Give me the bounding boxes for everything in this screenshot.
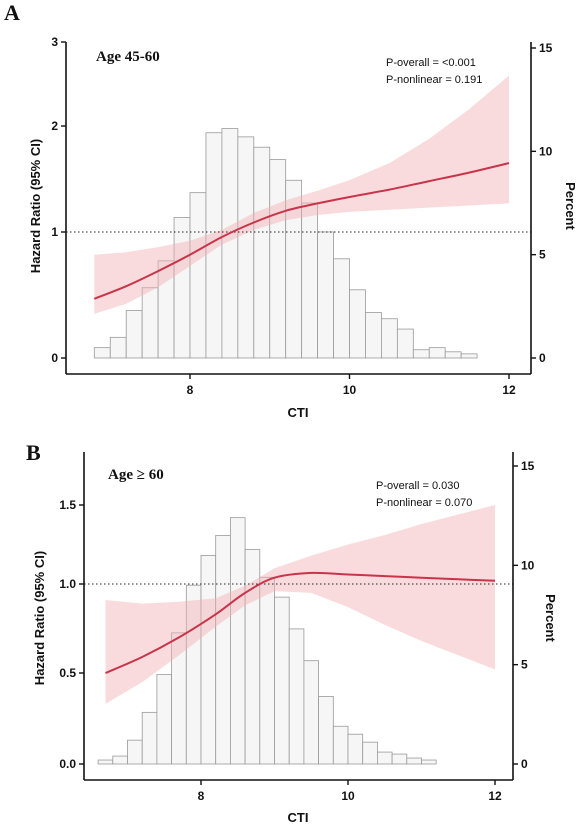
histogram-bar: [332, 725, 349, 765]
histogram-bar: [362, 741, 378, 765]
histogram-bar: [318, 696, 334, 765]
y-tick-label: 0.5: [59, 666, 76, 680]
y2-tick-label: 15: [539, 41, 553, 55]
histogram-bar: [141, 711, 158, 765]
panel-letter: A: [4, 0, 20, 25]
x-tick-label: 12: [502, 383, 516, 397]
y-tick-label: 2: [51, 119, 58, 133]
p-value-annotation: P-nonlinear = 0.070: [376, 497, 472, 509]
x-tick-label: 8: [198, 789, 205, 803]
y-tick-label: 1.0: [59, 577, 76, 591]
p-value-annotation: P-overall = <0.001: [386, 57, 476, 69]
histogram-bar: [460, 353, 478, 359]
histogram-bar: [156, 674, 172, 765]
histogram-bar: [444, 351, 462, 359]
y2-tick-label: 0: [539, 351, 546, 365]
confidence-band: [94, 75, 510, 314]
histogram-bar: [97, 759, 114, 765]
histogram-bar: [127, 739, 143, 765]
histogram: [97, 517, 437, 765]
histogram-bar: [215, 535, 231, 765]
histogram-bar: [288, 628, 305, 765]
y2-axis-label: Percent: [563, 182, 578, 230]
x-tick-label: 10: [343, 383, 357, 397]
x-tick-label: 10: [341, 789, 355, 803]
histogram-bar: [406, 757, 422, 765]
y2-tick-label: 5: [521, 658, 528, 672]
histogram-bar: [269, 159, 287, 359]
histogram-bar: [274, 596, 290, 765]
histogram-bar: [396, 328, 414, 359]
confidence-band: [105, 505, 495, 704]
histogram-bar: [125, 310, 143, 359]
panel-title: Age ≥ 60: [108, 467, 164, 483]
x-axis-label: CTI: [288, 810, 309, 825]
histogram-bar: [229, 517, 246, 765]
histogram: [93, 128, 478, 359]
histogram-bar: [253, 146, 271, 359]
histogram-bar: [237, 136, 255, 359]
y2-tick-label: 10: [521, 558, 535, 572]
histogram-bar: [347, 733, 364, 765]
hazard-ratio-curve: [93, 162, 510, 300]
y2-axis-label: Percent: [543, 594, 558, 642]
histogram-bar: [189, 192, 207, 359]
histogram-bar: [301, 202, 318, 359]
histogram-bar: [173, 217, 191, 359]
histogram-bar: [421, 759, 437, 765]
histogram-bar: [365, 312, 382, 359]
y-axis-label: Hazard Ratio (95% CI): [28, 139, 43, 273]
histogram-bar: [333, 258, 350, 359]
y-tick-label: 3: [51, 35, 58, 49]
panel-letter: B: [26, 440, 41, 465]
panel-b: 0.0 0.5 1.0 1.5 0 5 10 15 8 10 12 B Age ≥ 60 P-overal…: [26, 440, 558, 825]
x-tick-label: 12: [488, 789, 502, 803]
p-value-annotation: P-nonlinear = 0.191: [386, 74, 482, 86]
hazard-ratio-curve: [105, 571, 496, 674]
histogram-bar: [259, 576, 275, 765]
y-tick-label: 0.0: [59, 757, 76, 771]
histogram-bar: [376, 751, 393, 765]
histogram-bar: [391, 753, 408, 765]
y2-tick-label: 5: [539, 248, 546, 262]
y2-tick-label: 0: [521, 757, 528, 771]
histogram-bar: [349, 289, 366, 359]
histogram-bar: [428, 347, 446, 359]
y2-tick-label: 10: [539, 144, 553, 158]
histogram-bar: [200, 555, 217, 765]
histogram-bar: [412, 349, 430, 359]
histogram-bar: [380, 318, 398, 359]
histogram-bar: [109, 336, 127, 359]
p-value-annotation: P-overall = 0.030: [376, 480, 459, 492]
y-tick-label: 0: [51, 351, 58, 365]
histogram-bar: [303, 660, 319, 765]
histogram-bar: [112, 755, 128, 765]
histogram-bar: [141, 287, 159, 359]
histogram-bar: [93, 347, 111, 359]
panel-title: Age 45-60: [96, 49, 160, 65]
y-axis-label: Hazard Ratio (95% CI): [32, 551, 47, 685]
histogram-bar: [317, 231, 334, 359]
y-tick-label: 1: [51, 225, 58, 239]
x-tick-label: 8: [187, 383, 194, 397]
y2-tick-label: 15: [521, 459, 535, 473]
y-tick-label: 1.5: [59, 498, 76, 512]
x-axis-label: CTI: [288, 405, 309, 420]
